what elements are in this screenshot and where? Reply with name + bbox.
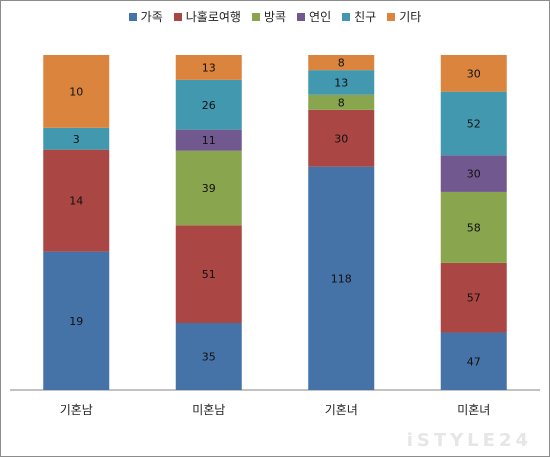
data-label: 13 [202,61,216,74]
data-label: 39 [202,182,216,195]
watermark-logo: iSTYLE24 [406,430,532,451]
data-label: 3 [73,133,80,146]
bar-segment [308,70,375,95]
bar-segment [43,127,110,150]
legend-swatch [251,12,260,21]
bar-segment [440,91,507,156]
bar-segment [175,150,242,226]
bar-segment [43,251,110,390]
legend-swatch [387,12,396,21]
legend-item: 친구 [342,8,376,25]
bar-segment [43,55,110,128]
bar-segment [175,129,242,151]
bar-segment [440,332,507,390]
data-label: 58 [467,221,481,234]
legend-item: 가족 [128,8,163,25]
data-label: 30 [467,168,481,181]
data-label: 30 [334,132,348,145]
x-tick-label: 기혼남 [60,403,93,417]
legend-item: 연인 [297,8,331,25]
data-label: 26 [202,99,216,112]
data-label: 13 [334,76,348,89]
data-label: 51 [202,268,216,281]
data-label: 57 [467,292,481,305]
bar-segment [308,55,375,71]
legend-swatch [173,12,182,21]
bar-segment [175,79,242,130]
legend-swatch [128,12,137,21]
data-label: 35 [202,351,216,364]
data-label: 19 [69,315,83,328]
legend-label: 나홀로여행 [185,10,241,24]
bar-segment [440,262,507,333]
bar-segment [175,55,242,80]
data-label: 118 [331,272,352,285]
x-tick-label: 미혼남 [192,403,225,417]
legend-swatch [297,12,306,21]
bar-segment [308,94,375,110]
data-label: 47 [467,355,481,368]
bar-segment [440,191,507,263]
bar-segment [175,225,242,323]
x-tick-label: 미혼녀 [457,403,490,417]
data-label: 10 [69,85,83,98]
legend-label: 가족 [140,10,163,24]
legend-swatch [342,12,351,21]
bar-segment [43,149,110,252]
legend-item: 나홀로여행 [173,8,241,25]
data-label: 30 [467,67,481,80]
legend-label: 친구 [354,10,377,24]
data-label: 8 [338,57,345,70]
legend-label: 기타 [399,10,422,24]
bar-segment [308,109,375,167]
bar-segment [175,323,242,390]
data-label: 52 [467,117,481,130]
x-tick-label: 기혼녀 [325,403,358,417]
data-label: 8 [338,96,345,109]
bar-segment [440,55,507,92]
bar-segment [308,166,375,390]
legend-item: 기타 [387,8,421,25]
legend-label: 방콕 [263,10,287,24]
data-label: 11 [202,134,216,147]
data-label: 14 [69,195,83,208]
legend-label: 연인 [309,10,332,24]
legend-item: 방콕 [251,8,287,25]
bar-segment [440,155,507,192]
chart-legend: 가족 나홀로여행 방콕 연인 친구 기타 [0,8,550,25]
